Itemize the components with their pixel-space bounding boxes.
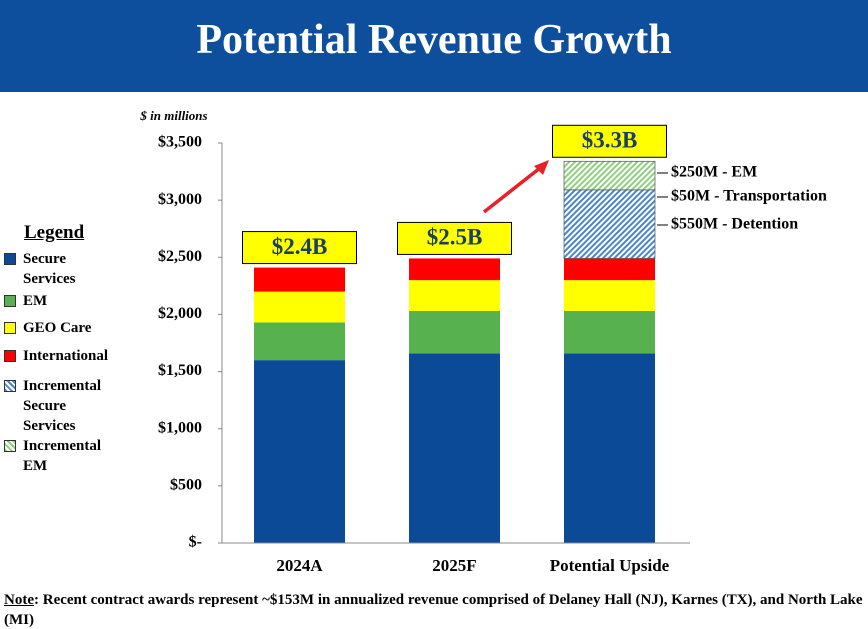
- bar-segment: [409, 258, 500, 281]
- bar-segment: [409, 311, 500, 354]
- header-band: [0, 0, 868, 92]
- legend-label: Secure Services: [23, 251, 76, 287]
- legend-label: EM: [23, 293, 48, 309]
- bar-segment: [564, 280, 655, 311]
- growth-arrow: [482, 166, 542, 214]
- total-label-box: [242, 231, 357, 265]
- legend-swatch: [4, 350, 16, 362]
- legend-label: International: [23, 348, 109, 364]
- legend-title: Legend: [24, 222, 85, 243]
- legend-swatch: [4, 295, 16, 307]
- legend-item: EM: [4, 291, 119, 311]
- legend-label: Incremental Secure Services: [23, 378, 102, 434]
- annotation: $550M - Detention: [671, 216, 798, 233]
- bar-segment: [254, 322, 345, 361]
- y-tick-label: $3,500: [158, 134, 202, 151]
- legend-item: Secure Services: [4, 249, 119, 289]
- total-label-box: [397, 221, 512, 255]
- annotation: $250M - EM: [671, 164, 757, 181]
- footnote: Note: Recent contract awards represent ~…: [4, 590, 864, 629]
- x-tick-label: 2024A: [276, 556, 323, 575]
- legend-swatch: [4, 380, 16, 392]
- bar-segment: [564, 353, 655, 543]
- total-label: $2.5B: [427, 225, 483, 250]
- y-tick-label: $500: [170, 477, 202, 494]
- x-tick-label: 2025F: [432, 556, 476, 575]
- annotation: $50M - Transportation: [671, 188, 827, 205]
- bar-segment: [254, 291, 345, 323]
- y-axis-label: $ in millions: [139, 108, 207, 123]
- y-tick-label: $1,000: [158, 419, 202, 436]
- x-tick-label: Potential Upside: [550, 556, 670, 575]
- y-tick-label: $3,000: [158, 191, 202, 208]
- y-tick-label: $2,000: [158, 305, 202, 322]
- bar-segment: [409, 280, 500, 311]
- growth-arrow-head: [534, 160, 549, 175]
- legend-item: Incremental Secure Services: [4, 376, 119, 436]
- bar-segment: [563, 160, 656, 191]
- chart-title: Potential Revenue Growth: [196, 17, 672, 63]
- total-label-box: [552, 124, 667, 158]
- bar-segment: [409, 353, 500, 543]
- total-label: $3.3B: [582, 128, 638, 153]
- bar-segment: [563, 189, 656, 259]
- legend-swatch: [4, 440, 16, 452]
- legend-item: Incremental EM: [4, 436, 119, 476]
- legend-label: GEO Care: [23, 320, 92, 336]
- y-tick-label: $1,500: [158, 362, 202, 379]
- bar-segment: [254, 360, 345, 543]
- note-text: : Recent contract awards represent ~$153…: [4, 592, 863, 628]
- legend-item: International: [4, 346, 119, 366]
- total-label: $2.4B: [272, 234, 328, 259]
- note-label: Note: [4, 592, 34, 608]
- legend-label: Incremental EM: [23, 438, 102, 474]
- legend-item: GEO Care: [4, 318, 119, 338]
- y-tick-label: $2,500: [158, 248, 202, 265]
- legend-swatch: [4, 253, 16, 265]
- y-tick-label: $-: [189, 534, 202, 551]
- bar-segment: [254, 267, 345, 292]
- legend-swatch: [4, 322, 16, 334]
- bar-segment: [564, 311, 655, 354]
- bar-segment: [564, 258, 655, 281]
